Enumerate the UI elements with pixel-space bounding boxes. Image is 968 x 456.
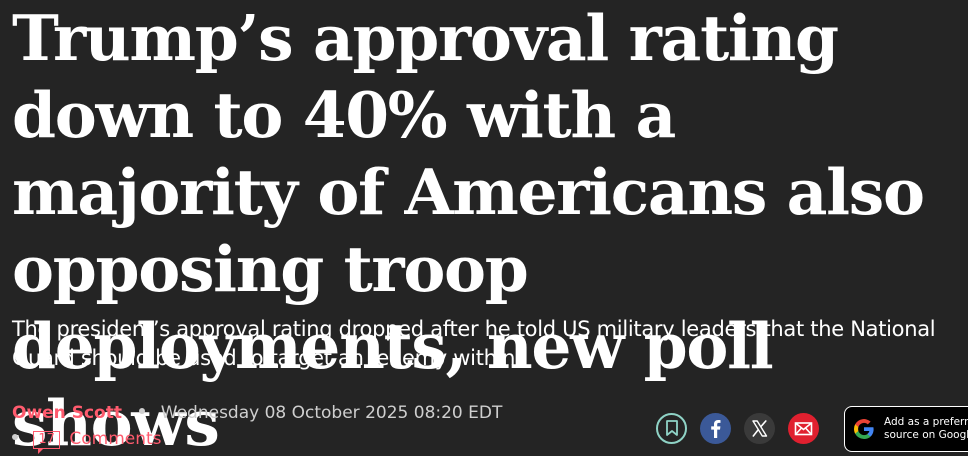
headline: Trump’s approval rating down to 40% with… <box>12 1 925 456</box>
email-share-button[interactable] <box>788 413 819 444</box>
byline: Owen Scott Wednesday 08 October 2025 08:… <box>12 402 502 424</box>
publish-date: Wednesday 08 October 2025 08:20 EDT <box>160 403 503 423</box>
google-line-1: Add as a preferred <box>884 416 968 428</box>
comment-count-badge: 17 <box>33 431 60 454</box>
comments-link[interactable]: 17 Comments <box>33 429 162 454</box>
author-link[interactable]: Owen Scott <box>12 403 122 423</box>
separator-dot <box>139 408 146 414</box>
email-icon <box>794 422 813 436</box>
bookmark-button[interactable] <box>656 413 687 444</box>
bookmark-icon <box>665 420 678 436</box>
google-preferred-source-button[interactable]: Add as a preferred source on Google <box>844 406 968 452</box>
google-preferred-source-text: Add as a preferred source on Google <box>884 416 968 442</box>
x-icon <box>752 420 768 437</box>
facebook-share-button[interactable] <box>700 413 731 444</box>
google-icon <box>853 419 874 440</box>
comments-label: Comments <box>69 429 162 449</box>
comments-row: 17 Comments <box>12 428 162 454</box>
separator-dot <box>12 434 18 440</box>
x-share-button[interactable] <box>744 413 775 444</box>
standfirst: The president’s approval rating dropped … <box>12 317 936 370</box>
google-line-2: source on Google <box>884 429 968 441</box>
facebook-icon <box>711 420 721 438</box>
